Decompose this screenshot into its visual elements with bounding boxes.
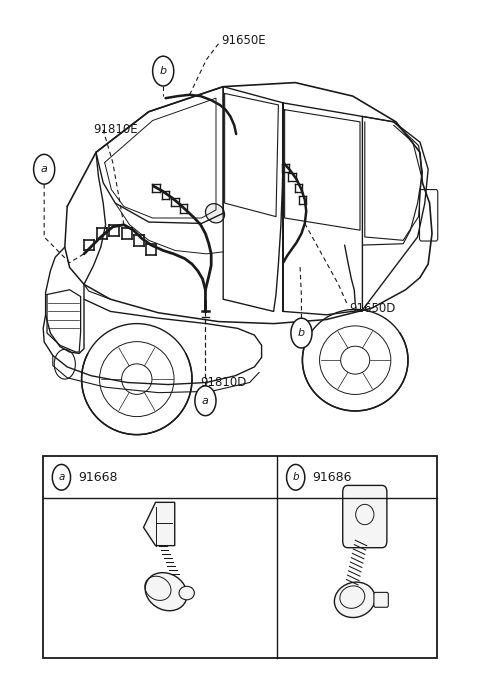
Text: a: a	[58, 473, 65, 482]
FancyBboxPatch shape	[374, 592, 388, 607]
Ellipse shape	[205, 204, 225, 223]
Text: a: a	[202, 396, 209, 406]
Ellipse shape	[145, 573, 187, 611]
Circle shape	[52, 464, 71, 490]
Text: a: a	[41, 165, 48, 174]
Text: 91668: 91668	[78, 471, 117, 484]
Text: 91686: 91686	[312, 471, 351, 484]
Circle shape	[291, 318, 312, 348]
Bar	[43, 456, 437, 658]
Text: 91650D: 91650D	[349, 301, 396, 315]
Text: 91810D: 91810D	[201, 376, 247, 389]
Text: b: b	[160, 66, 167, 76]
Text: b: b	[292, 473, 299, 482]
Text: 91650E: 91650E	[221, 34, 265, 47]
FancyBboxPatch shape	[343, 485, 387, 548]
Circle shape	[287, 464, 305, 490]
Ellipse shape	[179, 586, 194, 600]
Circle shape	[34, 154, 55, 184]
Circle shape	[153, 56, 174, 86]
Text: b: b	[298, 328, 305, 338]
Ellipse shape	[335, 582, 375, 617]
Text: 91810E: 91810E	[94, 123, 138, 137]
Polygon shape	[144, 502, 175, 546]
Circle shape	[195, 386, 216, 416]
